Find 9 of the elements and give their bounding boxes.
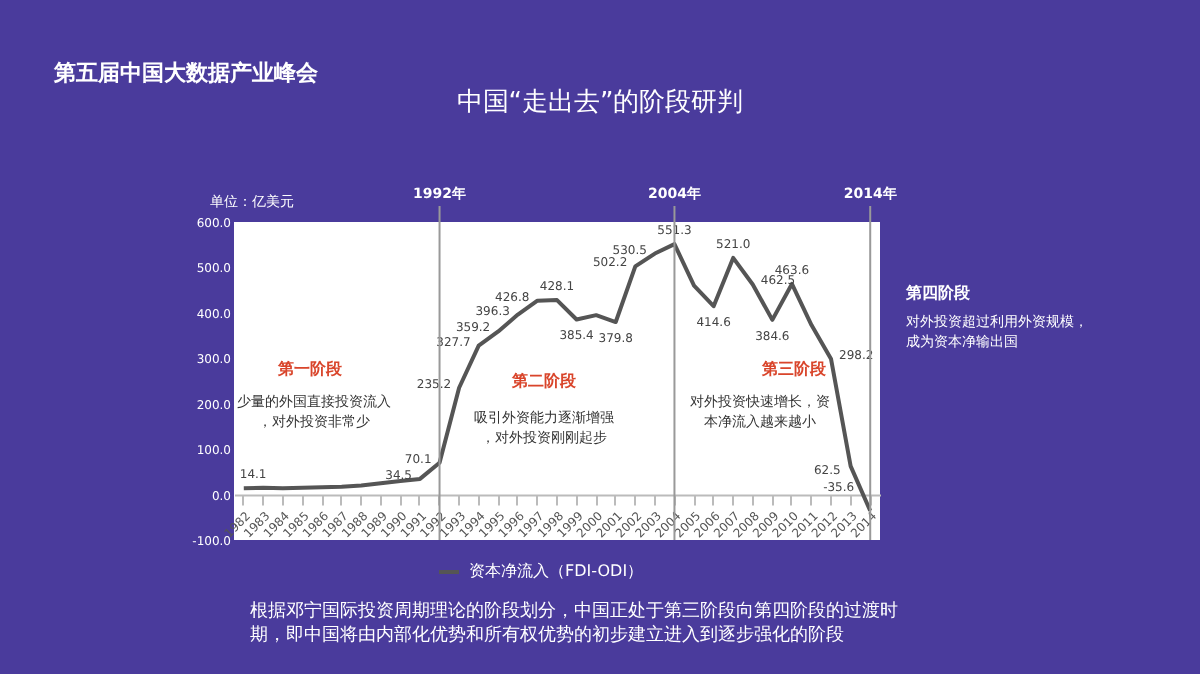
chart-title: 中国“走出去”的阶段研判: [456, 88, 744, 118]
line-series: [241, 242, 873, 513]
text: 第五届中国大数据产业峰会: [52, 60, 320, 86]
text: 根据邓宁国际投资周期理论的阶段划分，中国正处于第三阶段向第四阶段的过渡时期，即中国将由内部化优势和所有权优势的初步建立进入到逐步强化的阶段: [250, 600, 898, 646]
annotation: 第一阶段: [276, 360, 344, 378]
annotation: 第三阶段: [760, 360, 828, 378]
annotation: 第二阶段: [510, 372, 578, 390]
legend-label: 资本净流入（FDI-ODI）: [469, 562, 644, 580]
text: 第四阶段: [904, 284, 972, 302]
